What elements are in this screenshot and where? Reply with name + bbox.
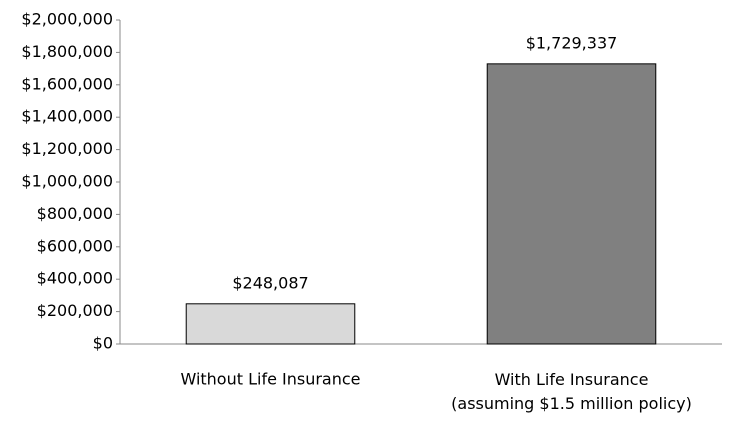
y-tick-label: $1,200,000 [21, 139, 113, 158]
y-tick-label: $1,000,000 [21, 172, 113, 191]
y-tick-label: $2,000,000 [21, 10, 113, 29]
x-tick-label: With Life Insurance (assuming $1.5 millio… [451, 370, 692, 413]
y-tick-label: $600,000 [37, 236, 113, 255]
bar [486, 63, 657, 345]
y-tick-label: $400,000 [37, 269, 113, 288]
y-tick-label: $200,000 [37, 301, 113, 320]
y-tick-label: $1,600,000 [21, 74, 113, 93]
y-tick-label: $1,800,000 [21, 42, 113, 61]
bar [185, 303, 356, 345]
value-label: $1,729,337 [526, 33, 618, 52]
y-tick-label: $800,000 [37, 204, 113, 223]
y-tick-label: $1,400,000 [21, 107, 113, 126]
x-tick-label: Without Life Insurance [180, 370, 360, 389]
y-tick-label: $0 [93, 334, 113, 353]
value-label: $248,087 [232, 273, 308, 292]
